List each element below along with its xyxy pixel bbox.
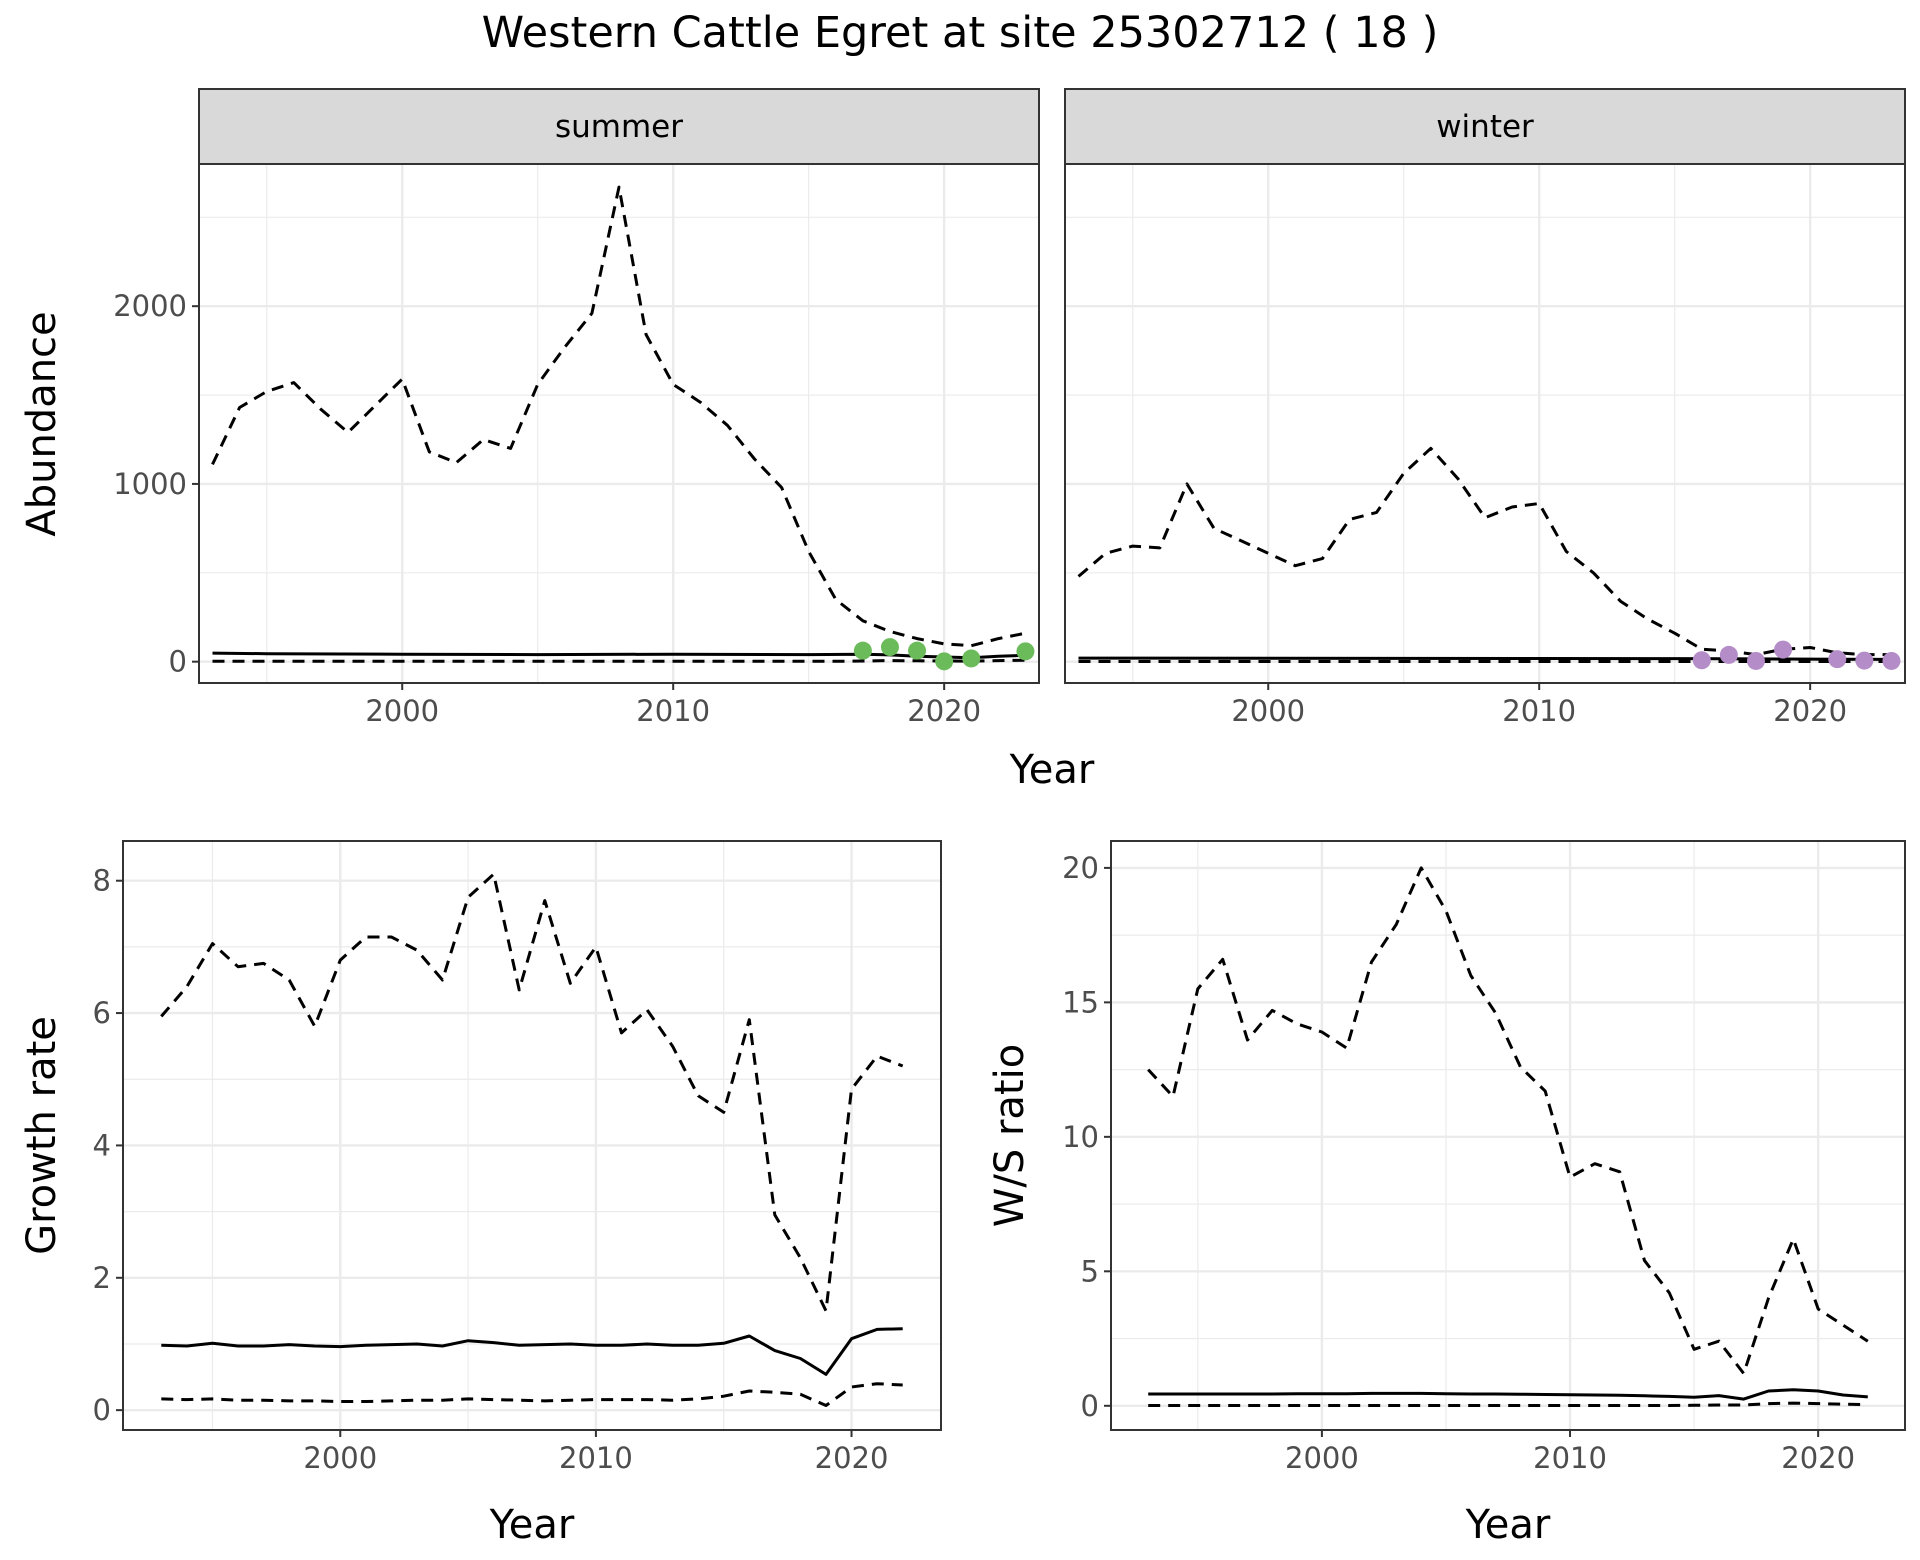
growth-rate-lower-bound-line: [161, 1382, 903, 1407]
summer-panel-observed-point: [935, 652, 954, 671]
growth-rate-y-tick-label: 8: [93, 864, 111, 898]
summer-panel-y-tick-label: 0: [169, 645, 187, 679]
summer-panel-background: [199, 164, 1039, 683]
summer-panel-panel-border: [198, 163, 1040, 684]
abundance-y-axis-title: Abundance: [19, 311, 65, 536]
winter-panel-x-tick-label: 2010: [1502, 694, 1576, 728]
growth-rate-y-tick-label: 4: [93, 1128, 111, 1162]
ws-ratio-y-tick-label: 5: [1081, 1254, 1099, 1288]
chart-title: Western Cattle Egret at site 25302712 ( …: [482, 8, 1439, 58]
summer-panel-observed-point: [962, 649, 981, 668]
growth-rate-y-tick-label: 2: [93, 1261, 111, 1295]
summer-panel-upper-bound-line: [211, 185, 1026, 648]
ws-ratio-y-tick-label: 10: [1062, 1120, 1099, 1154]
summer-panel-y-tick-label: 2000: [113, 289, 187, 323]
winter-panel-observed-point: [1692, 651, 1711, 670]
growth-rate-x-tick-label: 2010: [559, 1441, 633, 1475]
growth-rate-x-axis-title: Year: [489, 1502, 575, 1548]
ws-ratio-y-axis-title: W/S ratio: [987, 1044, 1033, 1227]
winter-panel-strip: [1064, 88, 1906, 165]
winter-panel-strip-label: winter: [1436, 109, 1534, 145]
growth-rate-y-axis-title: Growth rate: [19, 1016, 65, 1255]
growth-rate-y-tick-label: 6: [93, 996, 111, 1030]
ws-ratio-panel-border: [1110, 840, 1906, 1431]
ws-ratio-y-tick-label: 15: [1062, 985, 1099, 1019]
summer-panel-observed-point: [853, 641, 872, 660]
ws-ratio-background: [1111, 841, 1905, 1430]
ws-ratio-upper-bound-line: [1147, 866, 1869, 1375]
growth-rate-background: [123, 841, 941, 1430]
winter-panel-observed-point: [1882, 651, 1901, 670]
summer-panel-strip-label: summer: [555, 109, 683, 145]
winter-panel-background: [1065, 164, 1905, 683]
ws-ratio-y-tick-label: 0: [1081, 1389, 1099, 1423]
winter-panel-observed-point: [1855, 651, 1874, 670]
winter-panel-observed-point: [1746, 651, 1765, 670]
ws-ratio-x-tick-label: 2010: [1533, 1441, 1607, 1475]
winter-panel-mean-line: [1078, 656, 1892, 661]
abundance-x-axis-title: Year: [1009, 747, 1095, 793]
ws-ratio-x-axis-title: Year: [1465, 1502, 1551, 1548]
summer-panel-y-tick-label: 1000: [113, 467, 187, 501]
summer-panel-x-tick-label: 2010: [636, 694, 710, 728]
growth-rate-y-tick-label: 0: [93, 1393, 111, 1427]
winter-panel-x-tick-label: 2020: [1773, 694, 1847, 728]
ws-ratio-x-tick-label: 2000: [1285, 1441, 1359, 1475]
growth-rate-upper-bound-line: [160, 872, 904, 1313]
ws-ratio-y-tick-label: 20: [1062, 851, 1099, 885]
growth-rate-x-tick-label: 2000: [303, 1441, 377, 1475]
summer-panel-strip: [198, 88, 1040, 165]
winter-panel-observed-point: [1828, 650, 1847, 669]
summer-panel-observed-point: [880, 638, 899, 657]
winter-panel-x-tick-label: 2000: [1231, 694, 1305, 728]
summer-panel-x-tick-label: 2000: [365, 694, 439, 728]
ws-ratio-x-tick-label: 2020: [1781, 1441, 1855, 1475]
summer-panel-observed-point: [1016, 642, 1035, 661]
growth-rate-mean-line: [161, 1327, 903, 1376]
growth-rate-x-tick-label: 2020: [815, 1441, 889, 1475]
winter-panel-observed-point: [1774, 640, 1793, 659]
summer-panel-lower-bound-line: [212, 658, 1026, 663]
winter-panel-observed-point: [1719, 645, 1738, 664]
ws-ratio-mean-line: [1148, 1388, 1868, 1401]
summer-panel-observed-point: [908, 641, 927, 660]
summer-panel-x-tick-label: 2020: [907, 694, 981, 728]
winter-panel-panel-border: [1064, 163, 1906, 684]
growth-rate-panel-border: [122, 840, 942, 1431]
